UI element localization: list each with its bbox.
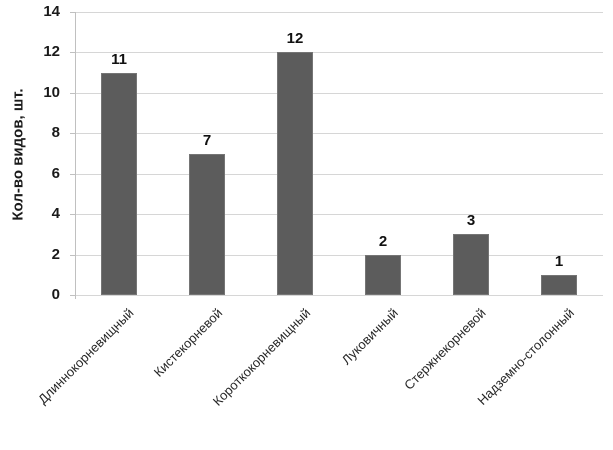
bar-5 <box>541 274 577 295</box>
bar-3 <box>365 254 401 295</box>
y-tick-mark-12 <box>70 52 75 54</box>
y-tick-label-0: 0 <box>51 286 60 303</box>
gridline-y-10 <box>75 92 603 94</box>
y-tick-label-12: 12 <box>43 43 60 61</box>
gridline-y-8 <box>75 133 603 135</box>
y-tick-mark-6 <box>70 173 75 175</box>
bar-value-label-1: 7 <box>202 131 212 149</box>
category-label-5: Надземно-столонный <box>474 305 577 408</box>
bar-0 <box>101 72 137 295</box>
y-axis-line <box>75 12 76 299</box>
bar-4 <box>453 234 489 295</box>
y-tick-mark-0 <box>70 295 75 296</box>
y-tick-label-14: 14 <box>43 3 60 20</box>
category-label-1: Кистекорневой <box>150 305 225 380</box>
bar-2 <box>277 52 313 295</box>
y-tick-label-4: 4 <box>51 205 60 223</box>
bar-value-label-5: 1 <box>554 252 564 270</box>
bar-value-label-0: 11 <box>111 50 127 68</box>
y-tick-mark-14 <box>70 12 75 13</box>
bar-value-label-2: 12 <box>286 30 304 48</box>
gridline-y-14 <box>75 12 603 13</box>
gridline-y-12 <box>75 52 603 54</box>
category-label-3: Луковичный <box>338 305 401 368</box>
y-tick-label-2: 2 <box>51 245 60 263</box>
y-tick-mark-10 <box>70 92 75 94</box>
y-tick-mark-8 <box>70 133 75 135</box>
bar-value-label-4: 3 <box>466 212 476 230</box>
category-label-0: Длиннокорневищный <box>35 305 137 407</box>
category-label-4: Стержнекорневой <box>401 305 489 393</box>
category-label-2: Короткокорневищный <box>209 305 313 409</box>
y-tick-label-10: 10 <box>43 83 60 101</box>
gridline-y-4 <box>75 214 603 216</box>
y-tick-mark-4 <box>70 214 75 216</box>
bar-1 <box>189 153 225 295</box>
y-tick-label-6: 6 <box>51 164 60 182</box>
bar-value-label-3: 2 <box>378 232 388 250</box>
y-tick-label-8: 8 <box>51 124 60 142</box>
gridline-y-0 <box>75 295 603 296</box>
gridline-y-6 <box>75 173 603 175</box>
gridline-y-2 <box>75 254 603 256</box>
y-tick-mark-2 <box>70 254 75 256</box>
